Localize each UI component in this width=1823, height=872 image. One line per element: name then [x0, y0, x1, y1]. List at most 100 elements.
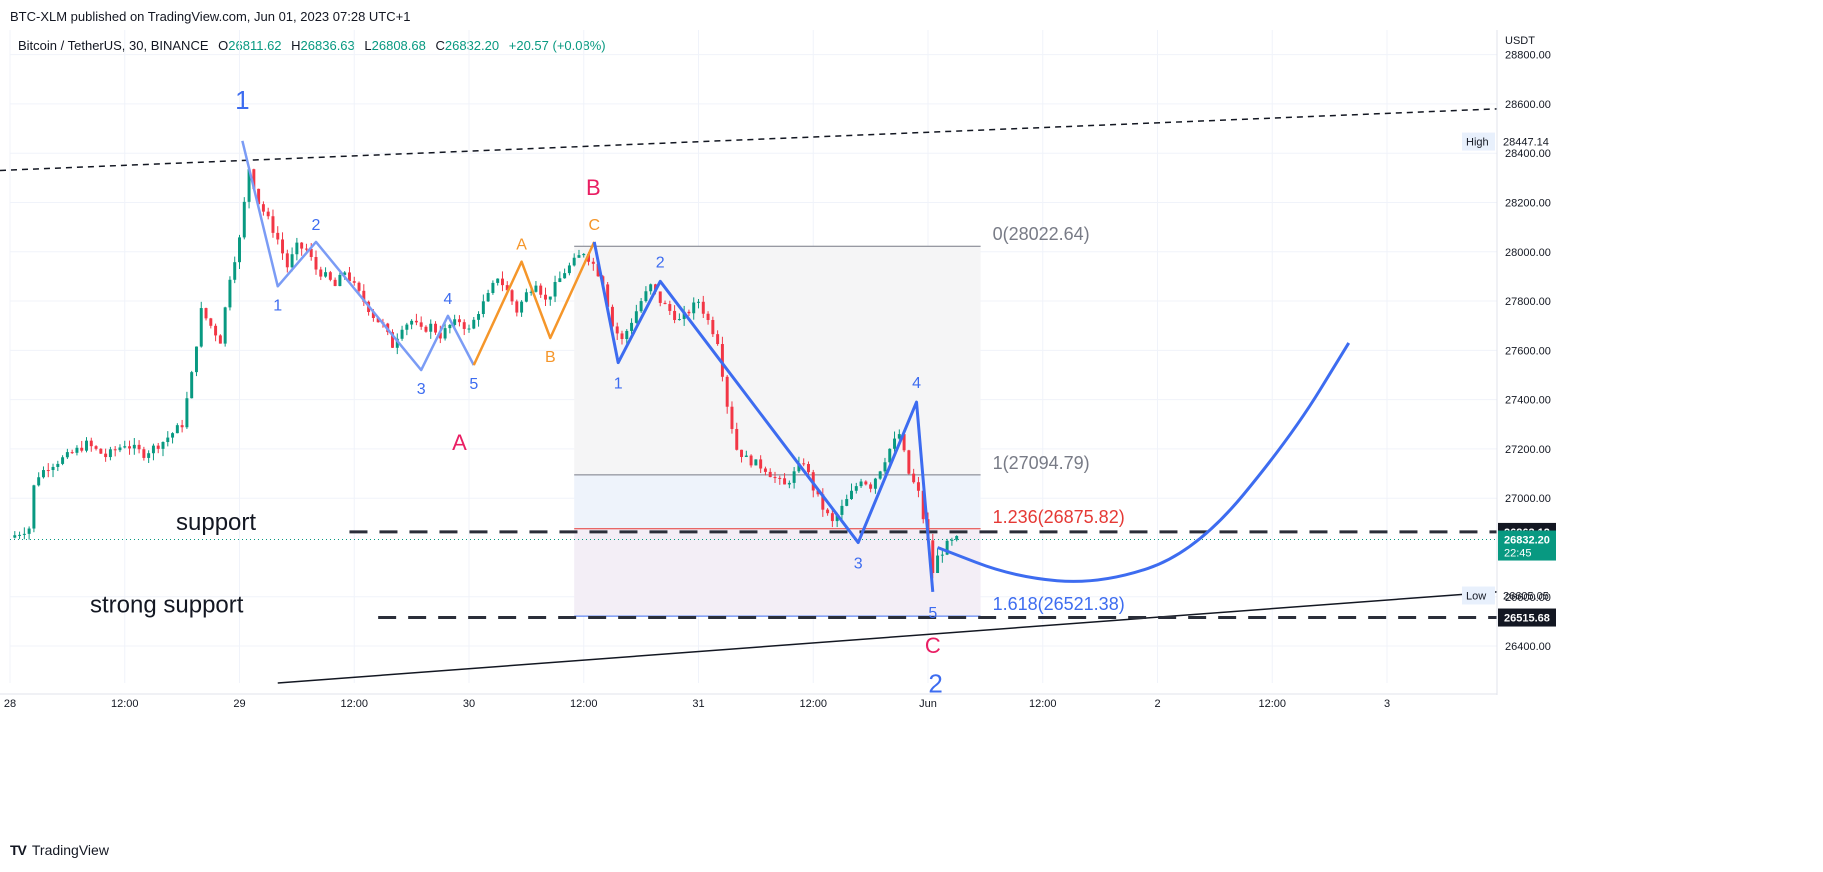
candle-body	[118, 447, 122, 451]
open-value: 26811.62	[228, 38, 282, 53]
candle-body	[185, 398, 189, 428]
candle-body	[639, 301, 643, 312]
candle-body	[491, 282, 495, 293]
candle-body	[194, 346, 198, 373]
candle-body	[481, 301, 485, 315]
candle-body	[835, 514, 839, 522]
last-price-tag	[1498, 530, 1556, 561]
candle-body	[936, 555, 940, 574]
candle-body	[682, 311, 686, 320]
wave-c-subwave-label: 1	[614, 376, 623, 393]
main-wave-label: A	[452, 430, 467, 455]
candle-body	[333, 279, 337, 287]
candle-body	[18, 534, 22, 536]
candle-body	[41, 470, 45, 478]
candle-body	[830, 513, 834, 522]
candle-body	[845, 499, 849, 506]
candle-body	[314, 257, 318, 270]
candle-body	[190, 372, 194, 399]
candle-body	[888, 448, 892, 463]
candle-body	[587, 253, 591, 262]
candle-body	[434, 323, 438, 333]
candle-body	[524, 292, 528, 302]
candle-body	[218, 335, 222, 344]
symbol-ohlc-bar: Bitcoin / TetherUS, 30, BINANCE O26811.6…	[18, 38, 612, 53]
candle-body	[663, 302, 667, 305]
candle-body	[649, 284, 653, 292]
candle-body	[606, 284, 610, 307]
candle-body	[75, 447, 79, 453]
candle-body	[295, 242, 299, 255]
time-axis-tick: 12:00	[799, 698, 827, 710]
candle-body	[897, 434, 901, 439]
candle-body	[749, 455, 753, 466]
candle-body	[453, 319, 457, 325]
price-axis-tick: 28600.00	[1505, 99, 1551, 111]
candle-body	[266, 211, 270, 217]
candle-body	[56, 463, 60, 467]
candle-body	[247, 169, 251, 202]
candle-body	[467, 328, 471, 330]
candle-body	[357, 282, 361, 291]
candle-body	[209, 318, 213, 326]
wave-a-subwave-label: 3	[417, 381, 426, 398]
candle-body	[778, 477, 782, 479]
wave-c-subwave	[592, 241, 935, 592]
candle-body	[128, 446, 132, 449]
candle-body	[204, 308, 208, 319]
candle-body	[371, 312, 375, 318]
candle-body	[792, 471, 796, 483]
price-axis-tick: 26400.00	[1505, 641, 1551, 653]
fib-level-label: 1(27094.79)	[993, 453, 1090, 473]
open-label: O	[218, 38, 229, 53]
candle-body	[754, 459, 758, 466]
candle-body	[591, 261, 595, 264]
candle-body	[716, 334, 720, 345]
candle-body	[520, 301, 524, 313]
candle-body	[94, 446, 98, 449]
tradingview-brand: TradingView	[31, 842, 109, 858]
candle-body	[558, 278, 562, 283]
candle-body	[510, 290, 514, 302]
candle-body	[916, 482, 920, 491]
strong-support-label: strong support	[90, 592, 244, 619]
price-axis-tick: 27600.00	[1505, 345, 1551, 357]
candle-body	[931, 540, 935, 574]
fib-level-label: 0(28022.64)	[993, 224, 1090, 244]
candle-body	[873, 478, 877, 489]
price-axis-tick: 27400.00	[1505, 395, 1551, 407]
candle-body	[869, 484, 873, 489]
candle-body	[610, 306, 614, 327]
wave-a-subwave	[241, 140, 475, 372]
candle-body	[228, 279, 232, 308]
candle-body	[261, 204, 265, 212]
price-axis-tick: 28200.00	[1505, 197, 1551, 209]
time-axis-tick: 2	[1154, 698, 1160, 710]
last-price-value: 26832.20	[1504, 535, 1550, 547]
candle-body	[940, 554, 944, 556]
candle-body	[759, 459, 763, 469]
upper-trend-line	[0, 108, 1498, 172]
high-tag-label: High	[1466, 137, 1489, 149]
high-price: 28447.14	[1503, 137, 1549, 149]
time-axis-tick: 30	[463, 698, 475, 710]
symbol-name[interactable]: Bitcoin / TetherUS, 30, BINANCE	[18, 38, 209, 53]
fib-zone-1236-1618	[574, 528, 981, 617]
tradingview-logo-icon: TV	[10, 842, 27, 858]
candle-body	[27, 528, 31, 534]
price-axis-tick: 26600.00	[1505, 592, 1551, 604]
high-value: 26836.63	[300, 38, 355, 53]
candle-body	[391, 332, 394, 348]
candle-body	[238, 237, 241, 263]
candle-body	[347, 272, 351, 282]
candle-body	[634, 311, 638, 323]
candle-body	[902, 434, 906, 451]
candle-body	[343, 272, 347, 275]
candle-body	[783, 478, 787, 485]
projection-curve	[937, 341, 1351, 583]
candle-body	[61, 457, 65, 464]
strong-support-tag	[1498, 608, 1556, 627]
candle-body	[563, 273, 567, 279]
price-axis-tick: 28400.00	[1505, 148, 1551, 160]
